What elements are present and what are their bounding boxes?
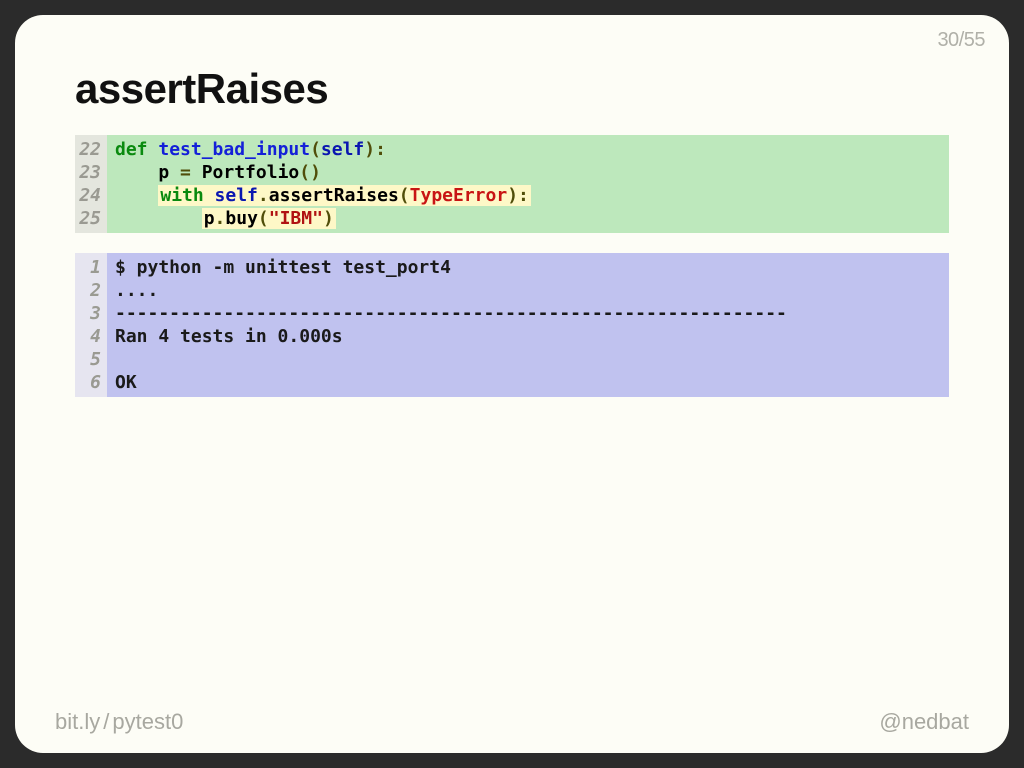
code-line: p.buy("IBM") (115, 207, 949, 230)
footer-link-sep: / (103, 709, 109, 734)
page-current: 30 (937, 29, 958, 51)
line-number: 2 (75, 279, 101, 302)
code-line: def test_bad_input(self): (115, 138, 949, 161)
code-body: def test_bad_input(self): p = Portfolio(… (107, 135, 949, 233)
terminal-line: ----------------------------------------… (115, 302, 949, 325)
slide: 30/55 assertRaises 22232425 def test_bad… (15, 15, 1009, 753)
line-number: 22 (75, 138, 101, 161)
line-number: 1 (75, 256, 101, 279)
code-line: p = Portfolio() (115, 161, 949, 184)
code-line: with self.assertRaises(TypeError): (115, 184, 949, 207)
terminal-line: .... (115, 279, 949, 302)
footer: bit.ly/pytest0 @nedbat (55, 709, 969, 735)
highlighted-span: with self.assertRaises(TypeError): (158, 185, 531, 206)
footer-link: bit.ly/pytest0 (55, 709, 183, 735)
terminal-line: $ python -m unittest test_port4 (115, 256, 949, 279)
footer-link-path: pytest0 (112, 709, 183, 734)
footer-handle: @nedbat (879, 709, 969, 735)
line-number: 3 (75, 302, 101, 325)
line-number: 23 (75, 161, 101, 184)
line-number-gutter: 123456 (75, 253, 107, 397)
line-number: 4 (75, 325, 101, 348)
line-number: 5 (75, 348, 101, 371)
slide-title: assertRaises (75, 65, 949, 113)
page-total: 55 (964, 29, 985, 51)
highlighted-span: p.buy("IBM") (202, 208, 336, 229)
line-number: 25 (75, 207, 101, 230)
terminal-line: OK (115, 371, 949, 394)
terminal-line (115, 348, 949, 371)
line-number-gutter: 22232425 (75, 135, 107, 233)
terminal-output: $ python -m unittest test_port4....-----… (107, 253, 949, 397)
code-block-terminal: 123456 $ python -m unittest test_port4..… (75, 253, 949, 397)
line-number: 24 (75, 184, 101, 207)
footer-link-domain: bit.ly (55, 709, 100, 734)
line-number: 6 (75, 371, 101, 394)
terminal-line: Ran 4 tests in 0.000s (115, 325, 949, 348)
code-block-python: 22232425 def test_bad_input(self): p = P… (75, 135, 949, 233)
page-number: 30/55 (937, 29, 985, 52)
